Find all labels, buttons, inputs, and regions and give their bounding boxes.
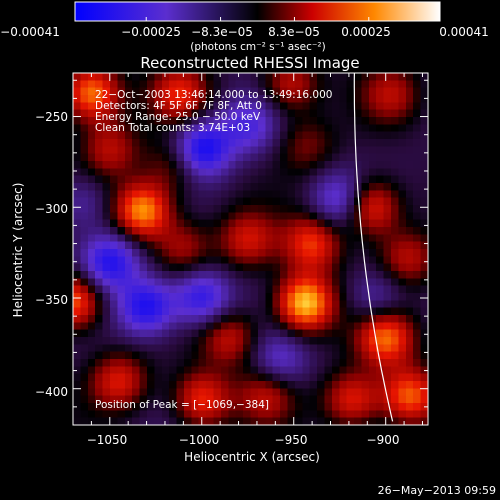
x-tick-label-3: −900 <box>367 433 400 447</box>
info-total-counts: Clean Total counts: 3.74E+03 <box>95 122 250 134</box>
colorbar-tick-label-0: −0.00041 <box>0 25 60 39</box>
chart-title: Reconstructed RHESSI Image <box>140 54 359 72</box>
colorbar-tick-label-4: 0.00025 <box>341 25 391 39</box>
x-tick-label-2: −950 <box>275 433 308 447</box>
colorbar-ticks <box>145 17 370 21</box>
x-tick-label-0: −1050 <box>87 433 128 447</box>
y-tick-label-3: −400 <box>35 385 68 399</box>
y-axis-title: Heliocentric Y (arcsec) <box>11 183 25 318</box>
date-stamp: 26−May−2013 09:59 <box>378 484 496 497</box>
x-tick-label-1: −1000 <box>179 433 220 447</box>
colorbar-unit-label: (photons cm⁻² s⁻¹ asec⁻²) <box>190 41 325 53</box>
info-energy-range: Energy Range: 25.0 − 50.0 keV <box>95 111 261 123</box>
peak-position-label: Position of Peak = [−1069,−384] <box>95 399 269 411</box>
x-axis-title: Heliocentric X (arcsec) <box>184 450 320 464</box>
colorbar-tick-label-5: 0.00041 <box>439 25 489 39</box>
y-tick-label-1: −300 <box>35 202 68 216</box>
axis-ticks <box>73 73 428 425</box>
info-time-range: 22−Oct−2003 13:46:14.000 to 13:49:16.000 <box>95 89 332 101</box>
plot-frame <box>72 72 429 426</box>
solar-limb-line <box>353 72 394 422</box>
heatmap-plot <box>72 72 429 426</box>
heatmap-image <box>73 73 428 425</box>
y-tick-label-2: −350 <box>35 293 68 307</box>
colorbar: −0.00041 −0.00025 −8.3e−05 8.3e−05 0.000… <box>0 1 489 53</box>
colorbar-tick-label-2: −8.3e−05 <box>191 25 253 39</box>
colorbar-gradient <box>74 1 441 22</box>
colorbar-tick-label-3: 8.3e−05 <box>268 25 320 39</box>
observation-info: 22−Oct−2003 13:46:14.000 to 13:49:16.000… <box>95 89 332 411</box>
info-detectors: Detectors: 4F 5F 6F 7F 8F, Att 0 <box>95 100 262 112</box>
colorbar-tick-label-1: −0.00025 <box>121 25 181 39</box>
y-tick-label-0: −250 <box>35 110 68 124</box>
